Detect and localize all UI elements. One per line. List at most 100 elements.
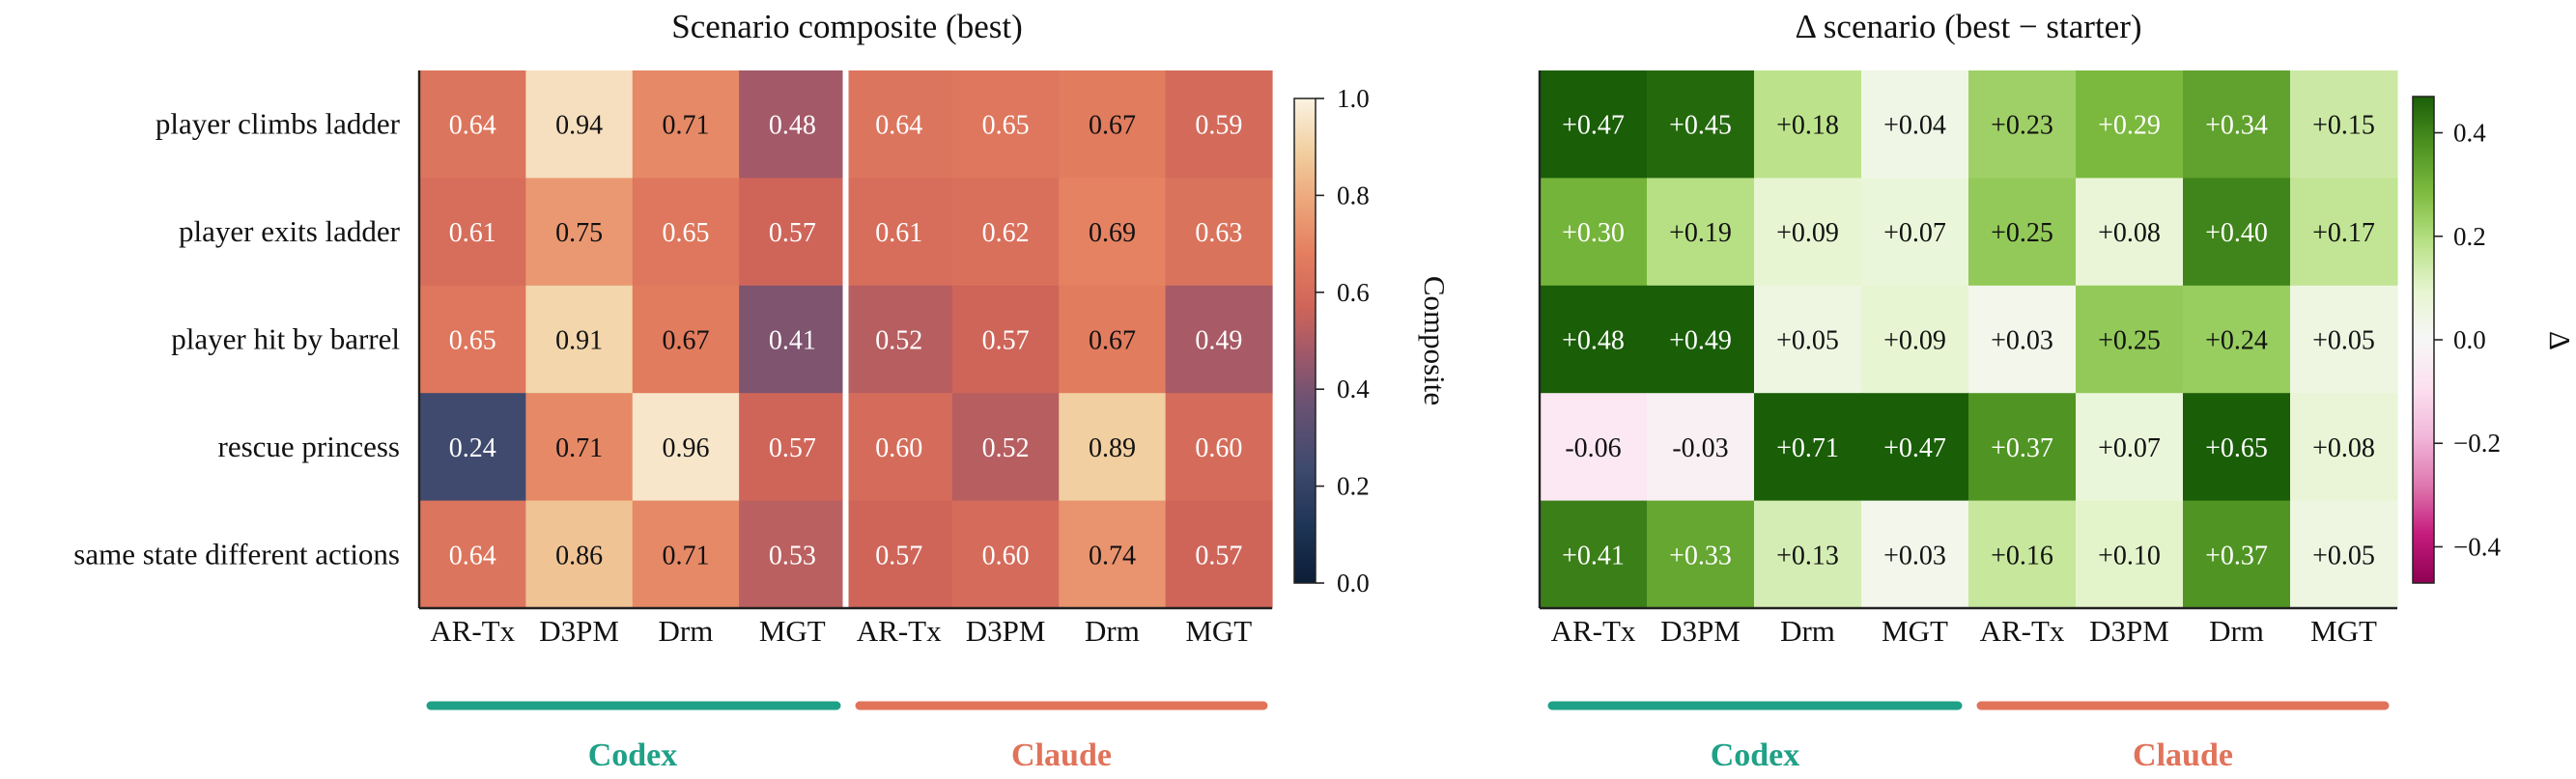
heatmap-cell xyxy=(739,178,847,287)
cell-value-label: +0.10 xyxy=(2098,541,2161,570)
cell-value-label: 0.61 xyxy=(449,218,496,248)
column-label: AR-Tx xyxy=(1551,614,1636,648)
heatmap-cell xyxy=(845,285,953,394)
colorbar-tick-label: −0.4 xyxy=(2453,532,2501,561)
heatmap-cell xyxy=(1165,285,1273,394)
cell-value-label: 0.65 xyxy=(662,218,709,248)
cell-value-label: +0.18 xyxy=(1776,111,1839,141)
heatmap-cell xyxy=(2290,285,2398,394)
cell-value-label: +0.05 xyxy=(2312,326,2375,356)
heatmap-cell xyxy=(739,285,847,394)
colorbar-tick-label: −0.2 xyxy=(2453,429,2501,458)
colorbar-tick-label: 0.4 xyxy=(1337,375,1370,403)
cell-value-label: 0.53 xyxy=(769,541,816,570)
cell-value-label: 0.94 xyxy=(555,111,603,141)
column-label: D3PM xyxy=(2089,614,2169,648)
cell-value-label: +0.30 xyxy=(1562,218,1625,248)
heatmap-cell xyxy=(2076,393,2184,502)
cell-value-label: +0.03 xyxy=(1883,541,1946,570)
row-label: player climbs ladder xyxy=(156,107,401,141)
cell-value-label: +0.37 xyxy=(2205,541,2268,570)
heatmap-cell xyxy=(739,500,847,609)
cell-value-label: +0.07 xyxy=(1883,218,1946,248)
cell-value-label: +0.03 xyxy=(1991,326,2053,356)
heatmap-cell xyxy=(2290,70,2398,179)
column-label: AR-Tx xyxy=(1980,614,2065,648)
colorbar-tick-label: 0.0 xyxy=(2453,325,2486,354)
column-label: MGT xyxy=(2310,614,2377,648)
heatmap-cell xyxy=(1540,178,1648,287)
cell-value-label: 0.59 xyxy=(1195,111,1242,141)
heatmap-cell xyxy=(2183,70,2291,179)
heatmap-cell xyxy=(2183,178,2291,287)
heatmap-cell xyxy=(525,178,634,287)
heatmap-cell xyxy=(845,70,953,179)
heatmap-cell xyxy=(419,500,526,609)
heatmap-cell xyxy=(1647,393,1755,502)
group-label-codex-left: Codex xyxy=(588,737,678,773)
cell-value-label: 0.64 xyxy=(449,111,496,141)
heatmap-cell xyxy=(2290,178,2398,287)
heatmap-cell xyxy=(951,285,1060,394)
heatmap-cell xyxy=(1540,500,1648,609)
cell-value-label: +0.17 xyxy=(2312,218,2375,248)
cell-value-label: +0.05 xyxy=(1776,326,1839,356)
heatmap-cell xyxy=(1647,178,1755,287)
cell-value-label: +0.08 xyxy=(2312,433,2375,463)
cell-value-label: 0.86 xyxy=(555,541,603,570)
cell-value-label: 0.64 xyxy=(449,541,496,570)
row-label: rescue princess xyxy=(218,430,401,463)
delta-colorbar-label: Δ xyxy=(2543,331,2576,350)
heatmap-cell xyxy=(1968,178,2077,287)
cell-value-label: 0.61 xyxy=(875,218,922,248)
column-label: Drm xyxy=(1085,614,1140,648)
heatmap-cell xyxy=(1754,500,1862,609)
composite-cells: 0.64 0.94 0.71 0.48 0.64 0.65 0.67 0.59 0.61 0.75… xyxy=(419,70,1273,609)
cell-value-label: +0.71 xyxy=(1776,433,1839,463)
column-label: D3PM xyxy=(539,614,619,648)
cell-value-label: 0.71 xyxy=(555,433,603,463)
heatmap-cell xyxy=(2290,500,2398,609)
cell-value-label: 0.60 xyxy=(875,433,922,463)
cell-value-label: 0.57 xyxy=(1195,541,1242,570)
delta-chart-title: Δ scenario (best − starter) xyxy=(1795,8,2141,45)
heatmap-cell xyxy=(1059,178,1167,287)
heatmap-cell xyxy=(1540,393,1648,502)
cell-value-label: +0.41 xyxy=(1562,541,1625,570)
cell-value-label: 0.65 xyxy=(982,111,1030,141)
heatmap-cell xyxy=(1059,393,1167,502)
heatmap-cell xyxy=(1059,70,1167,179)
heatmap-cell xyxy=(951,393,1060,502)
cell-value-label: +0.13 xyxy=(1776,541,1839,570)
column-label: AR-Tx xyxy=(857,614,942,648)
heatmap-cell xyxy=(845,393,953,502)
heatmap-cell xyxy=(1647,500,1755,609)
column-label: Drm xyxy=(659,614,714,648)
heatmap-cell xyxy=(1861,393,1969,502)
heatmap-cell xyxy=(1540,70,1648,179)
cell-value-label: +0.04 xyxy=(1883,111,1946,141)
heatmap-cell xyxy=(2076,285,2184,394)
cell-value-label: 0.91 xyxy=(555,326,603,356)
heatmap-cell xyxy=(419,393,526,502)
heatmap-cell xyxy=(632,393,740,502)
heatmap-cell xyxy=(1861,500,1969,609)
colorbar-tick-label: 0.0 xyxy=(1337,569,1370,598)
heatmap-cell xyxy=(419,285,526,394)
cell-value-label: +0.34 xyxy=(2205,111,2268,141)
heatmap-cell xyxy=(632,285,740,394)
heatmap-cell xyxy=(1165,500,1273,609)
heatmap-cell xyxy=(1861,285,1969,394)
group-label-codex-right: Codex xyxy=(1711,737,1800,773)
column-label: AR-Tx xyxy=(430,614,515,648)
group-label-claude-right: Claude xyxy=(2133,737,2233,773)
column-label: MGT xyxy=(1185,614,1252,648)
cell-value-label: 0.57 xyxy=(982,326,1030,356)
heatmap-cell xyxy=(1968,393,2077,502)
heatmap-cell xyxy=(951,500,1060,609)
cell-value-label: 0.69 xyxy=(1089,218,1136,248)
cell-value-label: +0.09 xyxy=(1883,326,1946,356)
heatmap-cell xyxy=(1754,70,1862,179)
cell-value-label: 0.57 xyxy=(769,433,816,463)
cell-value-label: +0.16 xyxy=(1991,541,2053,570)
